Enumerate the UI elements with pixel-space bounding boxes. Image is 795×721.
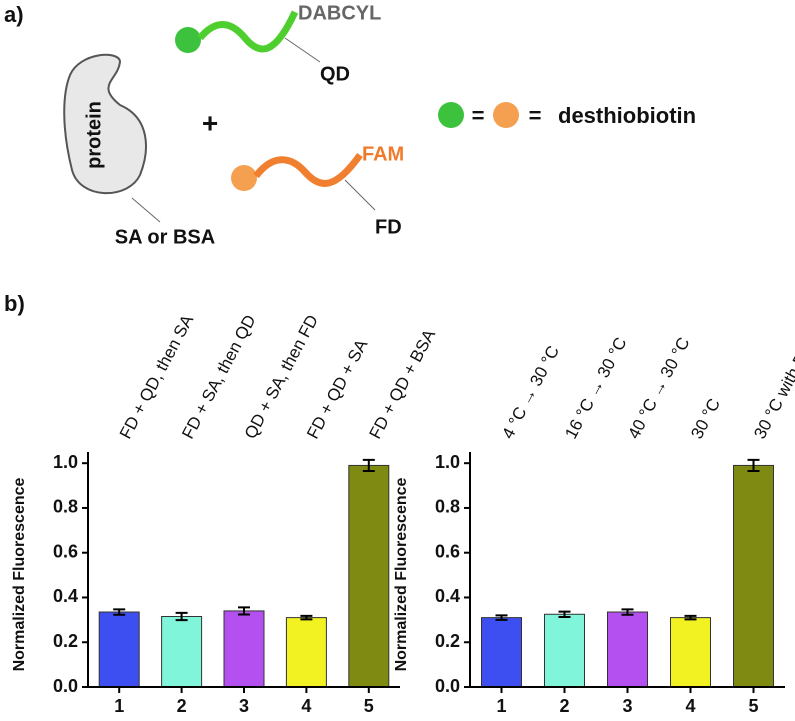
x-tick-label: 3	[622, 696, 632, 716]
bar	[544, 613, 585, 688]
x-tick-label: 5	[364, 696, 374, 716]
y-tick-label: 0.2	[53, 631, 78, 651]
bar	[98, 611, 140, 688]
error-bar	[175, 611, 188, 622]
bar	[285, 617, 327, 688]
condition-label: FD + QD + SA	[303, 336, 372, 442]
plus: +	[202, 107, 218, 138]
y-tick-label: 0.0	[53, 676, 78, 696]
y-tick-label: 0.6	[435, 541, 460, 561]
fam-label: FAM	[362, 143, 404, 165]
y-tick-label: 0.4	[435, 586, 460, 606]
qd-strand	[197, 10, 299, 53]
x-tick-label: 1	[496, 696, 506, 716]
leader	[131, 197, 161, 223]
y-tick-label: 0.8	[53, 497, 78, 517]
green-bead	[175, 27, 201, 53]
qd-label: QD	[320, 63, 350, 85]
condition-label: 30 °C	[687, 395, 724, 442]
protein-shape	[63, 53, 147, 195]
y-tick-label: 1.0	[53, 452, 78, 472]
fd-label: FD	[375, 216, 402, 238]
bar	[607, 611, 648, 688]
error-bar	[495, 614, 508, 621]
bar	[733, 464, 774, 688]
y-tick-label: 0.6	[53, 541, 78, 561]
panel-label: a)	[4, 2, 24, 27]
protein-label: protein	[83, 101, 105, 169]
orange-bead	[493, 102, 519, 128]
error-bar	[558, 610, 571, 618]
y-tick-label: 1.0	[435, 452, 460, 472]
equals: =	[472, 103, 485, 128]
bar	[223, 610, 265, 688]
condition-label: 30 °C with BSA	[750, 330, 795, 442]
x-tick-label: 3	[239, 696, 249, 716]
green-bead	[438, 102, 464, 128]
condition-label: 40 °C → 30 °C	[624, 334, 693, 442]
x-tick-label: 2	[559, 696, 569, 716]
y-axis-label: Normalized Fluorescence	[11, 477, 28, 671]
leader	[344, 179, 376, 211]
ligand-label: desthiobiotin	[558, 103, 696, 128]
error-bar	[113, 608, 126, 616]
error-bar	[300, 614, 313, 621]
y-axis-label: Normalized Fluorescence	[393, 477, 410, 671]
condition-label: 16 °C → 30 °C	[561, 334, 630, 442]
y-tick-label: 0.4	[53, 586, 78, 606]
x-tick-label: 4	[301, 696, 311, 716]
equals: =	[529, 103, 542, 128]
bar	[161, 616, 203, 688]
condition-label: 4 °C → 30 °C	[498, 343, 563, 442]
protein-names: SA or BSA	[115, 226, 215, 248]
bar	[481, 617, 522, 688]
error-bar	[362, 458, 375, 473]
error-bar	[684, 614, 697, 621]
leader	[284, 37, 321, 63]
error-bar	[621, 608, 634, 616]
x-tick-label: 2	[177, 696, 187, 716]
orange-bead	[231, 165, 257, 191]
fd-strand	[253, 152, 363, 187]
bar	[670, 617, 711, 688]
y-tick-label: 0.0	[435, 676, 460, 696]
x-tick-label: 1	[114, 696, 124, 716]
error-bar	[747, 458, 760, 473]
y-tick-label: 0.2	[435, 631, 460, 651]
error-bar	[238, 606, 250, 616]
condition-label: FD + QD + BSA	[366, 326, 440, 442]
dabcyl-label: DABCYL	[298, 2, 381, 24]
y-tick-label: 0.8	[435, 497, 460, 517]
panel-label: b)	[4, 291, 25, 316]
x-tick-label: 4	[685, 696, 695, 716]
bar	[348, 464, 390, 688]
x-tick-label: 5	[748, 696, 758, 716]
